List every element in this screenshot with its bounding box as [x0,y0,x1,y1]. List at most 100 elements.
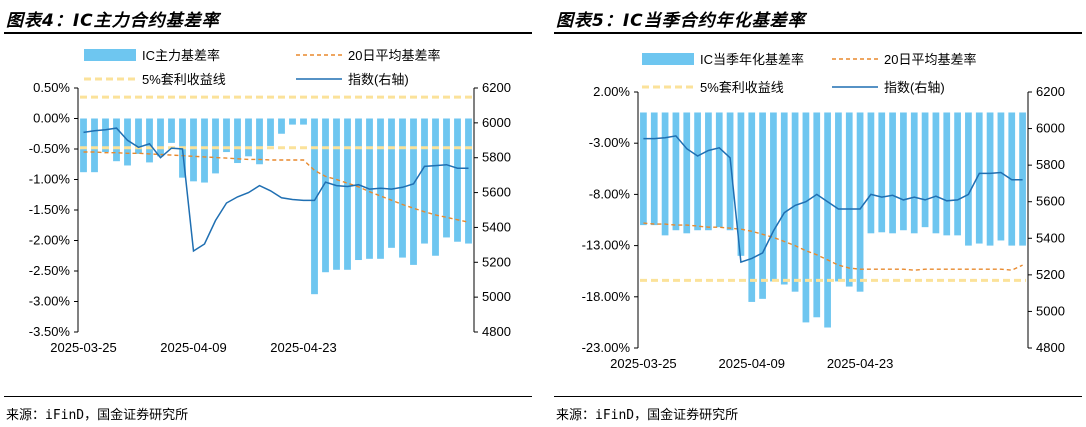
legend-label-arb5: 5%套利收益线 [142,72,226,87]
y-left-tick-label: 0.00% [33,111,70,126]
bar [80,118,87,173]
y-right-tick-label: 5800 [1036,157,1065,172]
bar [986,112,994,246]
y-right-tick-label: 5200 [482,254,511,269]
bar [454,118,461,242]
bar [672,112,680,231]
y-left-tick-label: -0.50% [29,141,71,156]
bar [650,112,658,226]
bar [889,112,896,234]
ma20-line [643,222,1023,271]
index-line [83,127,469,253]
bar [267,118,274,146]
bar [135,118,142,154]
y-left-tick-label: -2.50% [29,263,71,278]
y-right-tick-label: 5800 [482,150,511,165]
bar [168,118,175,143]
x-tick-label: 2025-04-23 [270,340,337,355]
bar [355,118,362,261]
bar [932,112,940,234]
y-left-tick-label: -1.50% [29,202,71,217]
bar [322,118,329,273]
chart-panel-right: 图表5：IC当季合约年化基差率 2.00% -3.00% -8.00% -13.00%… [550,0,1086,427]
bar [113,118,120,162]
bar [300,118,307,125]
bar [146,118,153,163]
y-right-tick-label: 5000 [1036,303,1065,318]
bar [223,118,230,153]
bar [256,118,263,165]
x-tick-label: 2025-03-25 [50,340,117,355]
y-left-tick-label: -3.50% [29,324,71,339]
bar [443,118,450,238]
y-right-tick-label: 6000 [482,115,511,130]
bar [737,112,745,256]
bar [344,118,351,270]
y-left-tick-label: -3.00% [589,135,631,150]
bar [465,118,472,244]
y-left-tick-label: -8.00% [589,186,631,201]
bar [835,112,842,282]
bar [965,112,972,246]
legend-label-index: 指数(右轴) [348,72,409,87]
bar [311,118,318,295]
bar [975,112,983,244]
legend-label-ma20: 20日平均基差率 [884,52,976,67]
y-left-tick-label: -18.00% [582,289,631,304]
bar [921,112,929,228]
source-rule [4,396,532,397]
bar [726,112,734,231]
bar [410,118,417,265]
y-right-tick-label: 6200 [1036,84,1065,99]
legend-swatch-bar [642,53,694,65]
legend-label-index: 指数(右轴) [884,80,945,95]
basis-rate-chart: 0.50% 0.00% -0.50% -1.00% -1.50% -2.00% -2.50%… [29,48,511,355]
bar [900,112,907,231]
bar [715,112,723,228]
y-right-tick-label: 5400 [482,219,511,234]
bar [278,118,285,134]
bar [748,112,756,302]
bar [201,118,208,183]
y-right-tick-label: 6200 [482,80,511,95]
x-tick-label: 2025-04-23 [827,356,894,371]
annualized-basis-chart: 2.00% -3.00% -8.00% -13.00% -18.00% -23.00% 62… [582,52,1065,371]
bar [867,112,875,234]
y-left-tick-label: -2.00% [29,233,71,248]
bar [640,112,647,226]
bar [190,118,197,182]
legend-swatch-bar [84,49,136,61]
y-left-tick-label: -1.00% [29,172,71,187]
bar [683,112,691,234]
y-left-tick-label: -13.00% [582,238,631,253]
bar [910,112,918,234]
y-right-tick-label: 5600 [482,185,511,200]
y-right-tick-label: 4800 [1036,340,1065,355]
bar [388,118,395,248]
bar [212,118,219,174]
ma20-line [83,151,469,223]
bar [245,118,252,157]
bar [759,112,766,299]
y-left-tick-label: 2.00% [593,84,630,99]
y-right-tick-label: 6000 [1036,121,1065,136]
chart-panel-left: 图表4：IC主力合约基差率 0.50% 0.00% -0.50% -1.00% -1.5… [0,0,536,427]
legend-label-ma20: 20日平均基差率 [348,48,440,63]
legend-label-arb5: 5%套利收益线 [700,80,784,95]
bar [661,112,669,236]
bar [878,112,886,233]
bar [845,112,853,287]
y-left-tick-label: -23.00% [582,340,631,355]
title-rule [554,32,1082,34]
bar [705,112,712,231]
bar [421,118,428,244]
title-rule [4,32,532,34]
bar [943,112,951,236]
legend-label-bar: IC主力基差率 [142,48,220,63]
bar [333,118,340,270]
index-line [643,135,1023,264]
bar [824,112,831,328]
bar [997,112,1005,241]
chart-title: 图表5：IC当季合约年化基差率 [556,11,806,31]
x-tick-label: 2025-04-09 [719,356,786,371]
